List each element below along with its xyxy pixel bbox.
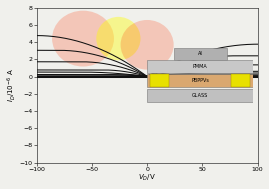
- Ellipse shape: [121, 20, 174, 70]
- Ellipse shape: [96, 17, 140, 60]
- X-axis label: $V_D$/V: $V_D$/V: [138, 173, 156, 184]
- Y-axis label: $I_D$/10$^{-6}$ A: $I_D$/10$^{-6}$ A: [6, 68, 18, 102]
- Ellipse shape: [52, 11, 114, 67]
